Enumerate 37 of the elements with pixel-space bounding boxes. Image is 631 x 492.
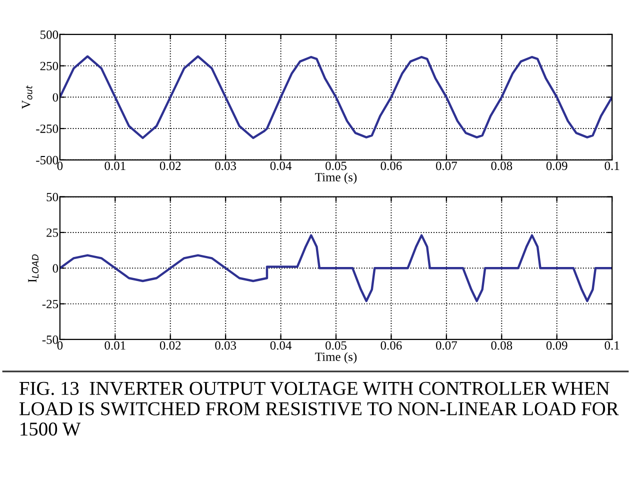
x-tick-label: 0.08 (491, 341, 512, 350)
x-tick-label: 0.1 (604, 341, 620, 350)
y-tick-label: -50 (42, 336, 58, 344)
x-tick-label: 0.03 (215, 162, 236, 170)
x-tick-label: 0.1 (604, 162, 620, 170)
x-tick-label: 0.01 (104, 341, 126, 350)
x-tick-label: 0.04 (270, 341, 292, 350)
y-tick-label: 25 (46, 228, 58, 237)
y-tick-label: 500 (40, 30, 58, 39)
y-axis-title: V$_{out}$ (22, 85, 32, 109)
x-tick-label: 0.02 (160, 162, 181, 170)
y-tick-label: 0 (52, 93, 58, 102)
x-tick-label: 0.09 (546, 162, 568, 170)
x-tick-label: 0.01 (104, 162, 126, 170)
line-series (60, 234, 612, 302)
x-tick-label: 0.03 (215, 341, 236, 350)
x-axis-title: Time (s) (315, 352, 357, 364)
x-tick-label: 0.07 (436, 341, 458, 350)
x-tick-label: 0.04 (270, 162, 292, 170)
y-tick-label: 50 (46, 192, 58, 202)
y-tick-label: 0 (52, 264, 58, 273)
x-tick-label: 0.08 (491, 162, 512, 170)
y-tick-label: 250 (40, 62, 58, 70)
y-tick-label: -250 (36, 124, 58, 133)
caption: FIG. 13 INVERTER OUTPUT VOLTAGE WITH CONTROLLER WHEN LOAD IS SWITCHED FROM RESISTIVE TO NON-LINEAR LOAD FOR 1500 W (19, 382, 619, 436)
line-series (60, 55, 612, 140)
x-tick-label: 0.09 (546, 341, 568, 350)
y-axis-title: I$_{LOAD}$ (28, 254, 39, 282)
x-axis-title: Time (s) (315, 172, 357, 184)
y-tick-label: -25 (42, 300, 58, 308)
x-tick-label: 0.06 (380, 162, 402, 170)
x-tick-label: 0.05 (326, 341, 346, 350)
x-tick-label: 0.02 (160, 341, 181, 350)
x-tick-label: 0.05 (326, 162, 346, 170)
x-tick-label: 0.07 (436, 162, 458, 170)
y-tick-label: -500 (36, 156, 58, 164)
x-tick-label: 0.06 (380, 341, 402, 350)
